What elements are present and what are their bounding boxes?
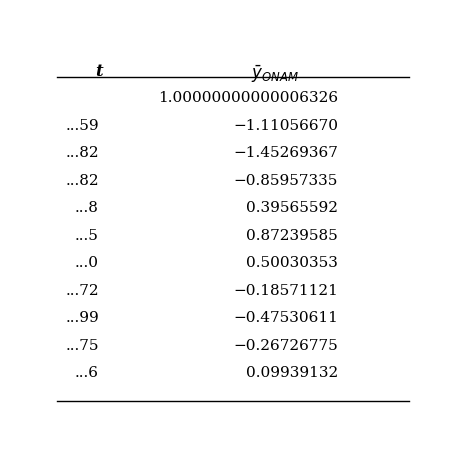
Text: −0.47530611: −0.47530611 [233,311,338,325]
Text: ...8: ...8 [75,201,99,215]
Text: ...72: ...72 [65,284,99,298]
Text: ...6: ...6 [75,366,99,380]
Text: ...99: ...99 [65,311,99,325]
Text: t: t [95,63,103,80]
Text: −0.85957335: −0.85957335 [234,173,338,188]
Text: ...82: ...82 [65,173,99,188]
Text: 0.50030353: 0.50030353 [247,256,338,270]
Text: ...59: ...59 [65,118,99,133]
Text: −1.11056670: −1.11056670 [233,118,338,133]
Text: ...75: ...75 [65,339,99,353]
Text: 1.00000000000006326: 1.00000000000006326 [158,91,338,105]
Text: ...0: ...0 [75,256,99,270]
Text: 0.09939132: 0.09939132 [246,366,338,380]
Text: 0.87239585: 0.87239585 [247,229,338,242]
Text: −0.18571121: −0.18571121 [233,284,338,298]
Text: −0.26726775: −0.26726775 [233,339,338,353]
Text: ...82: ...82 [65,146,99,160]
Text: ...5: ...5 [75,229,99,242]
Text: 0.39565592: 0.39565592 [246,201,338,215]
Text: $\bar{y}_{ONAM}$: $\bar{y}_{ONAM}$ [251,63,299,84]
Text: −1.45269367: −1.45269367 [233,146,338,160]
